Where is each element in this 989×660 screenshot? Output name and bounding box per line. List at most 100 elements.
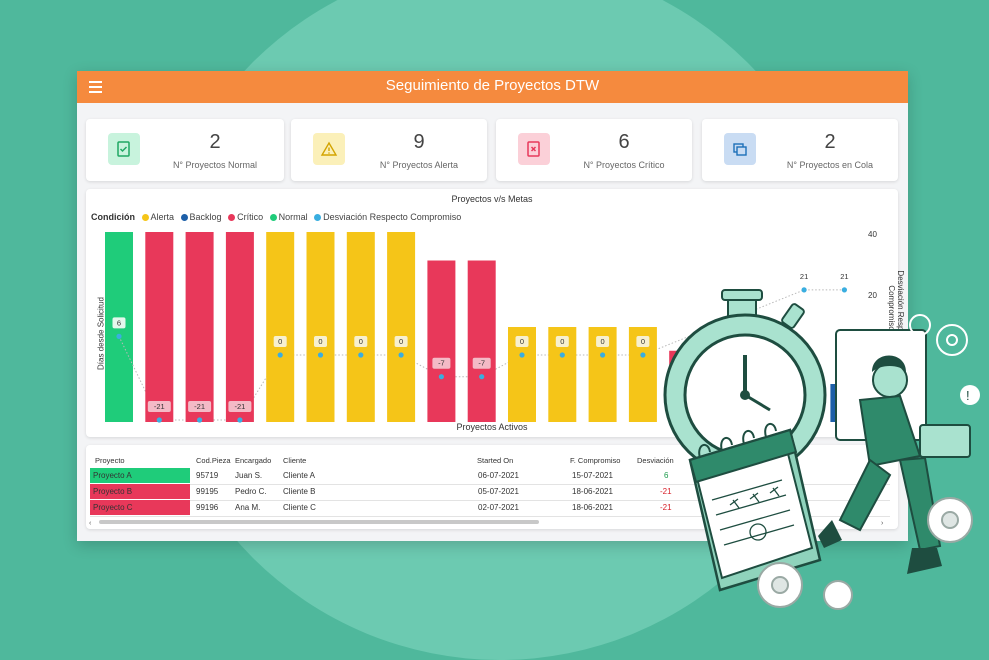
bar-mark[interactable] <box>427 260 456 423</box>
data-label: 0 <box>318 337 322 346</box>
kpi-label: N° Proyectos Alerta <box>379 160 459 170</box>
deviation-point[interactable] <box>317 352 324 358</box>
project-name: Proyecto B <box>93 487 133 496</box>
deviation-point[interactable] <box>519 352 525 358</box>
kpi-label: N° Proyectos Normal <box>172 160 258 170</box>
kpi-value: 2 <box>824 131 836 153</box>
table-row[interactable]: Proyecto A 95719 Juan S. Cliente A 06-07… <box>90 468 890 485</box>
column-header[interactable]: Cod.Pieza <box>196 456 231 465</box>
data-label: 0 <box>560 337 564 346</box>
data-label: -21 <box>154 402 165 411</box>
bar-mark[interactable] <box>266 232 295 422</box>
chart-title: Proyectos v/s Metas <box>451 194 533 204</box>
project-name: Proyecto C <box>93 503 133 512</box>
bar-mark[interactable] <box>830 384 859 422</box>
checklist-icon <box>108 133 140 165</box>
legend-dot <box>269 214 277 221</box>
legend-item[interactable]: Alerta <box>150 212 175 222</box>
data-label-bg <box>394 336 408 347</box>
encargado-cell: Juan S. <box>235 471 263 480</box>
chart-legend: Condición Alerta Backlog Crítico Normal … <box>91 212 461 222</box>
chart-card: Proyectos v/s Metas Condición Alerta Bac… <box>86 189 905 437</box>
cliente-cell: Cliente A <box>283 471 316 480</box>
kpi-label: N° Proyectos Crítico <box>583 160 665 170</box>
table-row[interactable]: Proyecto B 99195 Pedro C. Cliente B 05-0… <box>90 484 890 501</box>
column-header[interactable]: Desviación <box>637 456 674 465</box>
legend-item[interactable]: Desviación Respecto Compromiso <box>323 212 462 222</box>
bar-mark[interactable] <box>709 374 738 423</box>
data-label: 0 <box>278 337 282 346</box>
deviation-point[interactable] <box>237 417 243 423</box>
legend-dot <box>228 214 236 221</box>
document-x-icon <box>518 133 550 165</box>
bar-mark[interactable] <box>749 374 778 423</box>
cliente-cell: Cliente B <box>283 487 316 496</box>
x-axis-label: Proyectos Activos <box>456 422 528 432</box>
deviation-line <box>118 289 845 421</box>
project-cell: Proyecto C <box>90 500 190 515</box>
deviation-point[interactable] <box>559 352 565 358</box>
deviation-point[interactable] <box>358 352 364 358</box>
legend-item[interactable]: Normal <box>278 212 308 222</box>
data-label-bg <box>273 336 287 347</box>
column-header[interactable]: Cliente <box>283 456 307 465</box>
bar-mark[interactable] <box>145 232 174 422</box>
deviation-point[interactable] <box>438 374 444 380</box>
data-label-bg <box>314 336 327 347</box>
kpi-card-critico: 6 N° Proyectos Crítico <box>496 119 692 181</box>
column-header[interactable]: Proyecto <box>95 456 125 465</box>
data-label: 0 <box>520 337 524 346</box>
column-header[interactable]: Started On <box>477 456 514 465</box>
deviation-point[interactable] <box>156 417 162 423</box>
legend-item[interactable]: Crítico <box>237 212 264 222</box>
data-label: -7 <box>438 359 445 368</box>
bar-mark[interactable] <box>185 232 214 422</box>
column-header[interactable]: F. Compromiso <box>570 456 621 465</box>
started-cell: 06-07-2021 <box>478 471 519 480</box>
bar-mark[interactable] <box>790 384 819 422</box>
deviation-point[interactable] <box>600 352 606 358</box>
cod-cell: 99196 <box>196 503 219 512</box>
deviation-point[interactable] <box>116 333 122 339</box>
table-row[interactable]: Proyecto C 99196 Ana M. Cliente C 02-07-… <box>90 500 890 517</box>
gear-outline-icon <box>909 314 968 356</box>
deviation-point[interactable] <box>277 352 283 358</box>
page-title: Seguimiento de Proyectos DTW <box>385 77 600 94</box>
data-label-bg <box>228 401 252 412</box>
deviation-point[interactable] <box>801 287 807 293</box>
data-label-bg <box>555 336 569 347</box>
deviation-point[interactable] <box>841 287 848 293</box>
horizontal-scrollbar[interactable]: ‹ › <box>89 512 887 527</box>
cliente-cell: Cliente C <box>283 503 316 512</box>
project-cell: Proyecto A <box>90 468 190 483</box>
deviation-point[interactable] <box>479 374 485 380</box>
bar-mark[interactable] <box>669 350 698 422</box>
compromiso-cell: 18-06-2021 <box>572 487 613 496</box>
top-bar: Seguimiento de Proyectos DTW <box>77 71 908 103</box>
bar-mark[interactable] <box>346 232 375 422</box>
data-label-bg <box>515 336 529 347</box>
bar-mark[interactable] <box>306 232 335 422</box>
cod-cell: 99195 <box>196 487 219 496</box>
legend-item[interactable]: Backlog <box>189 212 222 222</box>
hamburger-menu-icon[interactable] <box>89 81 102 93</box>
data-label-bg <box>188 401 212 412</box>
data-label-bg <box>596 336 610 347</box>
bar-mark[interactable] <box>225 232 254 422</box>
encargado-cell: Pedro C. <box>235 487 267 496</box>
data-label: 0 <box>359 337 363 346</box>
kpi-value: 9 <box>413 131 425 153</box>
started-cell: 02-07-2021 <box>478 503 519 512</box>
deviation-point[interactable] <box>197 417 203 423</box>
deviation-point[interactable] <box>398 352 404 358</box>
legend-dot <box>314 214 322 221</box>
bar-mark[interactable] <box>467 260 496 423</box>
column-header[interactable]: Encargado <box>235 456 272 465</box>
data-label: -21 <box>194 402 205 411</box>
project-cell: Proyecto B <box>90 484 190 499</box>
bar-mark[interactable] <box>387 232 416 422</box>
y-tick-label: 20 <box>868 291 877 300</box>
desviacion-cell: -21 <box>660 503 672 512</box>
deviation-point[interactable] <box>640 352 646 358</box>
data-label-bg <box>472 357 491 369</box>
